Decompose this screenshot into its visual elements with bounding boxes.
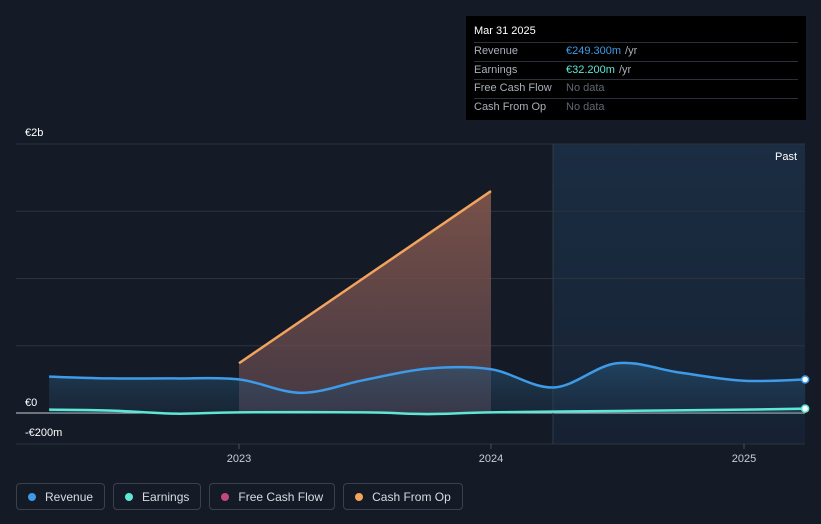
legend-label: Cash From Op [372,489,451,504]
tooltip-unit: /yr [618,63,632,76]
legend-label: Revenue [45,489,94,504]
tooltip-label: Revenue [474,45,519,57]
data-tooltip: Mar 31 2025 Revenue €249.300m /yr Earnin… [466,16,806,120]
revenue-end-marker [800,375,810,384]
y-tick-label: -€200m [25,427,62,439]
tooltip-date: Mar 31 2025 [474,25,536,37]
tooltip-value-revenue: €249.300m [566,45,622,57]
y-tick-label: €2b [25,127,43,139]
earnings-line [49,407,806,416]
tooltip-unit: /yr [625,45,638,57]
tooltip-row-revenue: Revenue €249.300m /yr [474,42,798,61]
legend-free-cash-flow[interactable]: Free Cash Flow [209,483,336,510]
past-label: Past [775,151,797,163]
earnings-end-marker [800,404,810,413]
x-tick-label: 2023 [227,453,251,465]
series-lines [49,190,810,416]
tooltip-value-earnings: €32.200m [566,63,615,76]
revenue-line [49,361,806,395]
tooltip-row-cash-from-op: Cash From Op No data [474,97,798,117]
cash-from-op-area [239,191,491,413]
tooltip-value-cash-from-op: No data [566,100,605,113]
cash-from-op-dot-icon [355,492,364,501]
legend-label: Free Cash Flow [238,489,324,504]
revenue-dot-icon [28,492,36,501]
tooltip-row-earnings: Earnings €32.200m /yr [474,60,798,80]
earnings-dot-icon [125,492,134,501]
legend-earnings[interactable]: Earnings [113,483,202,510]
legend-revenue[interactable]: Revenue [16,483,106,510]
cash-from-op-line [238,190,492,365]
legend-label: Earnings [142,489,190,504]
tooltip-value-free-cash-flow: No data [566,82,605,94]
x-tick-label: 2025 [732,453,756,465]
y-tick-label: €0 [25,397,37,409]
revenue-area [49,362,806,413]
legend: Revenue Earnings Free Cash Flow Cash Fro… [16,483,463,512]
financial-chart: €2b €0 -€200m 2023 2024 2025 Past [16,127,810,465]
tooltip-label: Earnings [474,63,518,76]
x-tick-label: 2024 [479,453,503,465]
x-axis-labels: 2023 2024 2025 [227,444,756,465]
tooltip-label: Cash From Op [474,100,547,113]
y-axis-labels: €2b €0 -€200m [25,127,62,439]
legend-cash-from-op[interactable]: Cash From Op [343,483,463,510]
tooltip-label: Free Cash Flow [474,82,552,94]
free-cash-flow-dot-icon [221,492,230,501]
tooltip-row-free-cash-flow: Free Cash Flow No data [474,79,798,98]
